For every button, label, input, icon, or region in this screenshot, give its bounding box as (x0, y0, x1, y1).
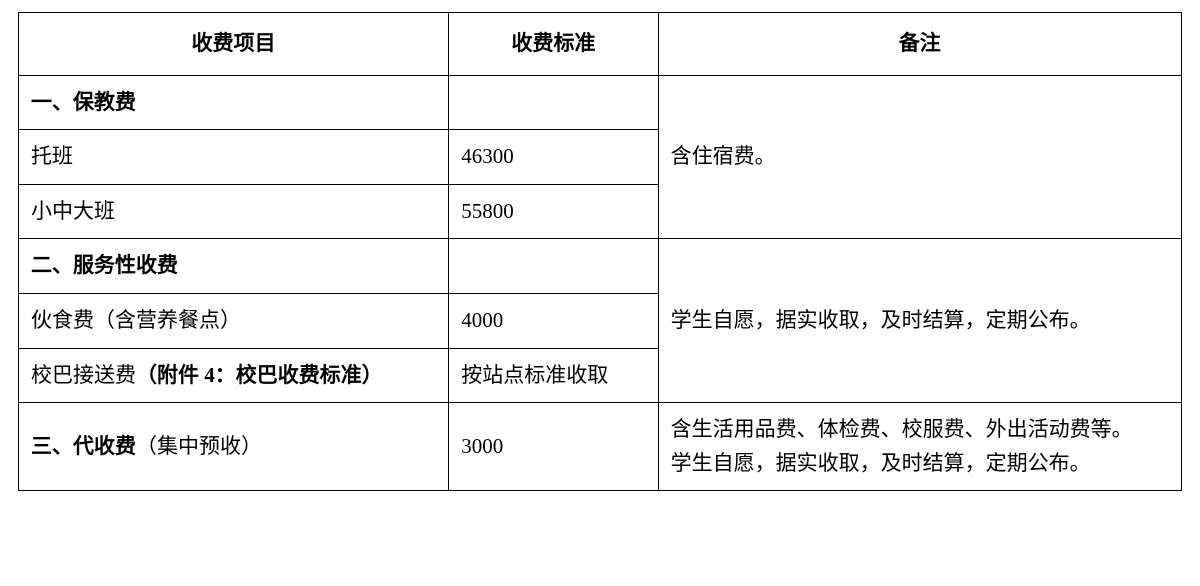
row-item: 伙食费（含营养餐点） (19, 293, 449, 348)
section-3-note: 含生活用品费、体检费、校服费、外出活动费等。学生自愿，据实收取，及时结算，定期公… (658, 403, 1181, 491)
row-standard: 按站点标准收取 (449, 348, 658, 403)
section-1-note: 含住宿费。 (658, 75, 1181, 239)
row-item-bus: 校巴接送费（附件 4：校巴收费标准） (19, 348, 449, 403)
bus-item-attachment: （附件 4：校巴收费标准） (136, 363, 383, 387)
row-standard: 55800 (449, 184, 658, 239)
header-standard: 收费标准 (449, 13, 658, 76)
section-1-standard-empty (449, 75, 658, 130)
row-item: 托班 (19, 130, 449, 185)
table-row: 二、服务性收费 学生自愿，据实收取，及时结算，定期公布。 (19, 239, 1182, 294)
section-2-standard-empty (449, 239, 658, 294)
table-row: 一、保教费 含住宿费。 (19, 75, 1182, 130)
row-standard: 46300 (449, 130, 658, 185)
table-row: 三、代收费（集中预收） 3000 含生活用品费、体检费、校服费、外出活动费等。学… (19, 403, 1182, 491)
section-2-title: 二、服务性收费 (19, 239, 449, 294)
section-3-title-suffix: （集中预收） (136, 434, 262, 458)
section-2-note: 学生自愿，据实收取，及时结算，定期公布。 (658, 239, 1181, 403)
bus-item-prefix: 校巴接送费 (31, 363, 136, 387)
row-standard: 4000 (449, 293, 658, 348)
fee-table: 收费项目 收费标准 备注 一、保教费 含住宿费。 托班 46300 小中大班 5… (18, 12, 1182, 491)
row-item: 小中大班 (19, 184, 449, 239)
table-header-row: 收费项目 收费标准 备注 (19, 13, 1182, 76)
header-item: 收费项目 (19, 13, 449, 76)
header-note: 备注 (658, 13, 1181, 76)
section-3-title-bold: 三、代收费 (31, 434, 136, 458)
section-3-title: 三、代收费（集中预收） (19, 403, 449, 491)
section-3-standard: 3000 (449, 403, 658, 491)
section-1-title: 一、保教费 (19, 75, 449, 130)
